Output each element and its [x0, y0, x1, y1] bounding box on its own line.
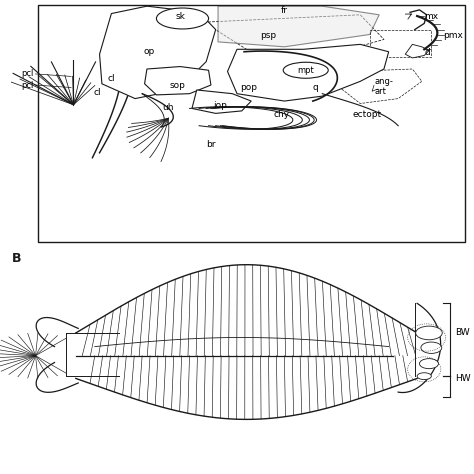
Text: psp: psp	[260, 31, 276, 40]
Text: ang-
art: ang- art	[374, 77, 393, 96]
Text: B: B	[12, 252, 21, 265]
Text: fr: fr	[281, 6, 288, 15]
Ellipse shape	[156, 8, 209, 29]
Text: op: op	[144, 47, 155, 56]
Ellipse shape	[421, 342, 442, 354]
Ellipse shape	[419, 359, 438, 369]
Ellipse shape	[283, 62, 328, 78]
Polygon shape	[228, 45, 389, 101]
Text: iop: iop	[213, 101, 228, 110]
Text: br: br	[206, 140, 216, 149]
Polygon shape	[405, 45, 429, 58]
Text: mx: mx	[424, 11, 438, 20]
Text: cl: cl	[93, 88, 101, 97]
Polygon shape	[218, 6, 379, 47]
Text: uh: uh	[163, 103, 174, 112]
Text: chy: chy	[274, 110, 290, 119]
Text: mpt: mpt	[297, 66, 314, 75]
Text: pmx: pmx	[443, 31, 463, 40]
Polygon shape	[192, 90, 251, 113]
Ellipse shape	[416, 326, 442, 340]
Text: sk: sk	[175, 11, 185, 20]
Text: pcl: pcl	[21, 81, 34, 90]
Text: pcl: pcl	[21, 70, 34, 78]
Ellipse shape	[417, 373, 431, 380]
Text: q: q	[312, 83, 318, 92]
Text: pop: pop	[240, 83, 257, 92]
Text: cl: cl	[108, 74, 115, 83]
Text: ectopt: ectopt	[353, 110, 382, 119]
Polygon shape	[145, 66, 211, 95]
Text: HW: HW	[455, 374, 471, 383]
Text: BW: BW	[455, 328, 470, 337]
Text: sop: sop	[170, 81, 186, 90]
Text: d: d	[424, 48, 430, 57]
Polygon shape	[100, 6, 216, 99]
